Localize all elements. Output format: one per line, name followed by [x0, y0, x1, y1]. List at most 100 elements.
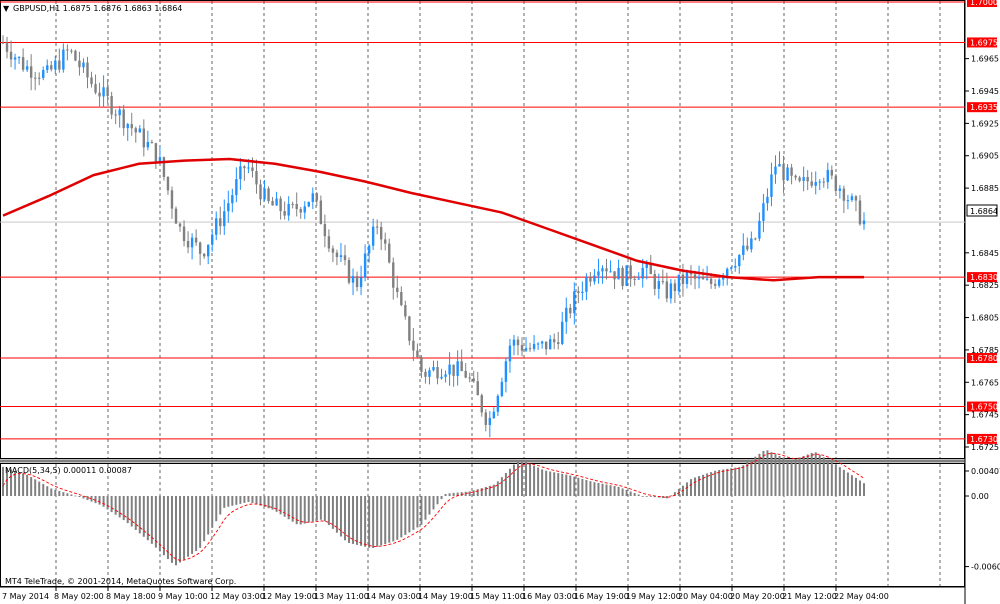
candle-body: [826, 169, 829, 183]
copyright-text: MT4 TeleTrade, © 2001-2014, MetaQuotes S…: [5, 577, 236, 586]
macd-bar: [838, 467, 841, 496]
time-label: 20 May 04:00: [678, 592, 733, 601]
macd-bar: [243, 496, 246, 503]
candle-body: [174, 208, 178, 224]
candle-body: [255, 171, 258, 185]
candle-body: [653, 274, 656, 289]
candle-body: [311, 193, 314, 202]
macd-bar: [492, 484, 495, 496]
candle-body: [573, 291, 576, 314]
macd-bar: [50, 488, 53, 496]
candle-body: [697, 276, 701, 279]
candle-body: [74, 50, 77, 61]
macd-bar: [854, 477, 857, 496]
macd-bar: [585, 480, 588, 496]
macd-bar: [404, 496, 407, 535]
chart-menu-triangle-icon[interactable]: ▼: [3, 4, 10, 13]
candle-body: [452, 364, 455, 376]
time-label: 22 May 04:00: [834, 592, 889, 601]
candle-body: [186, 241, 190, 248]
candle-body: [512, 339, 516, 346]
candle-body: [569, 307, 572, 314]
macd-bar: [613, 486, 616, 496]
candle-body: [371, 226, 375, 246]
level-price-marker: [967, 353, 997, 363]
level-price-label: 1.6830: [970, 273, 998, 282]
macd-bar: [850, 475, 853, 496]
macd-bar: [360, 496, 363, 546]
macd-bar: [175, 496, 178, 566]
candle-body: [633, 278, 636, 280]
candle-body: [448, 364, 451, 375]
macd-bar: [247, 496, 250, 502]
candle-body: [363, 253, 367, 278]
macd-bar: [327, 496, 330, 526]
macd-bar: [541, 469, 544, 496]
macd-bar: [384, 496, 387, 545]
candle-body: [705, 278, 709, 280]
macd-bar: [537, 467, 540, 496]
candle-body: [271, 201, 274, 206]
macd-bar: [798, 457, 801, 496]
candle-body: [331, 248, 335, 253]
candle-body: [194, 237, 198, 243]
candle-body: [227, 203, 230, 212]
candle-body: [1, 42, 5, 44]
macd-bar: [549, 471, 552, 496]
macd-bar: [291, 496, 294, 522]
candle-body: [472, 378, 475, 382]
candle-body: [589, 277, 592, 282]
time-label: 16 May 03:00: [522, 592, 577, 601]
candle-body: [734, 266, 737, 268]
candle-body: [476, 381, 479, 396]
time-label: 14 May 03:00: [366, 592, 421, 601]
macd-bar: [464, 491, 467, 496]
macd-bar: [126, 496, 129, 524]
candle-body: [295, 203, 298, 210]
price-tick-label: 1.6945: [971, 87, 999, 96]
time-label: 12 May 03:00: [210, 592, 265, 601]
candle-body: [625, 265, 628, 286]
macd-bar: [625, 489, 628, 496]
candle-body: [62, 49, 65, 70]
macd-bar: [54, 489, 57, 496]
macd-bar: [593, 482, 596, 496]
candle-body: [307, 201, 310, 207]
candle-body: [343, 255, 347, 261]
candle-body: [601, 268, 604, 272]
macd-bar: [130, 496, 133, 527]
macd-bar: [782, 457, 785, 496]
candle-body: [436, 367, 439, 379]
macd-bar: [150, 496, 153, 544]
level-price-label: 1.6975: [970, 38, 998, 47]
macd-bar: [770, 452, 773, 496]
candle-body: [86, 62, 89, 78]
macd-bar: [561, 473, 564, 496]
macd-bar: [589, 481, 592, 496]
candle-body: [508, 345, 512, 362]
time-label: 9 May 10:00: [158, 592, 208, 601]
macd-bar: [203, 496, 206, 542]
macd-bar: [283, 496, 286, 517]
macd-bar: [480, 488, 483, 496]
level-price-label: 1.6750: [970, 403, 998, 412]
macd-tick-label: 0.00407: [971, 467, 1000, 476]
macd-bar: [10, 469, 13, 496]
candle-body: [279, 198, 282, 212]
candle-body: [9, 51, 13, 60]
macd-bar: [356, 496, 359, 545]
macd-bar: [138, 496, 141, 534]
macd-bar: [259, 496, 262, 506]
macd-bar: [315, 496, 318, 521]
candle-body: [211, 234, 214, 245]
candle-body: [319, 200, 323, 225]
candle-body: [834, 175, 838, 191]
macd-bar: [303, 496, 306, 524]
macd-bar: [637, 494, 640, 496]
macd-bar: [2, 466, 4, 496]
candle-body: [617, 268, 620, 280]
price-tick-label: 1.6905: [971, 152, 999, 161]
macd-bar: [219, 496, 222, 515]
macd-bar: [94, 496, 97, 504]
